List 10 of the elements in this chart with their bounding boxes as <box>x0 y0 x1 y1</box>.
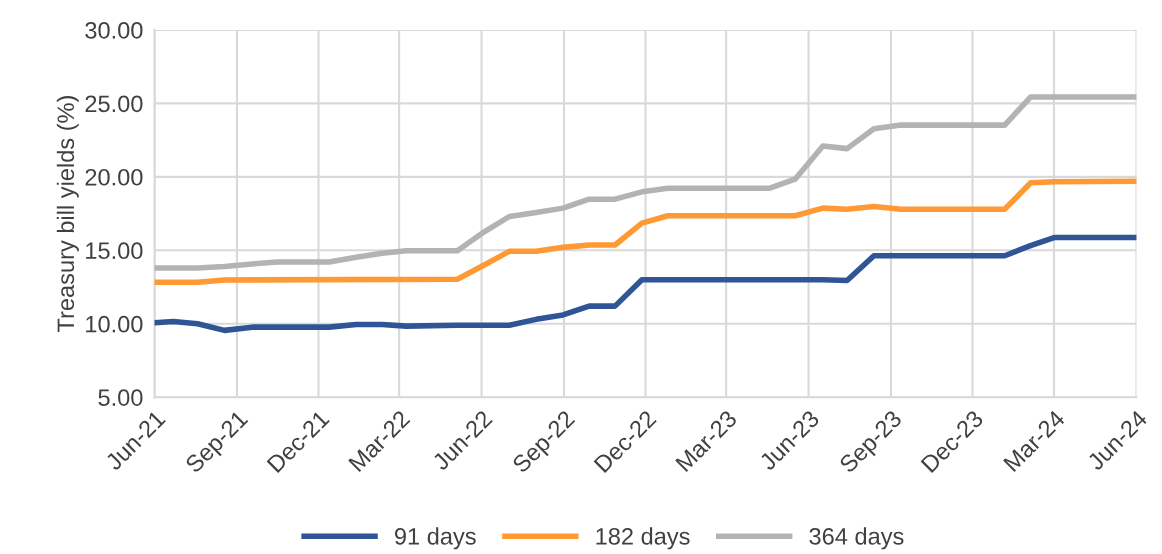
legend-label: 182 days <box>596 527 690 550</box>
y-tick-label: 25.00 <box>85 95 143 113</box>
y-tick-label: 20.00 <box>85 168 143 186</box>
legend-label: 91 days <box>394 527 476 550</box>
y-tick-label: 10.00 <box>86 315 143 333</box>
y-tick-label: 5.00 <box>98 389 143 407</box>
y-axis-title: Treasury bill yields (%) <box>56 96 79 332</box>
y-tick-label: 30.00 <box>85 21 143 39</box>
y-tick-label: 15.00 <box>86 242 143 260</box>
legend-label: 364 days <box>809 527 904 550</box>
